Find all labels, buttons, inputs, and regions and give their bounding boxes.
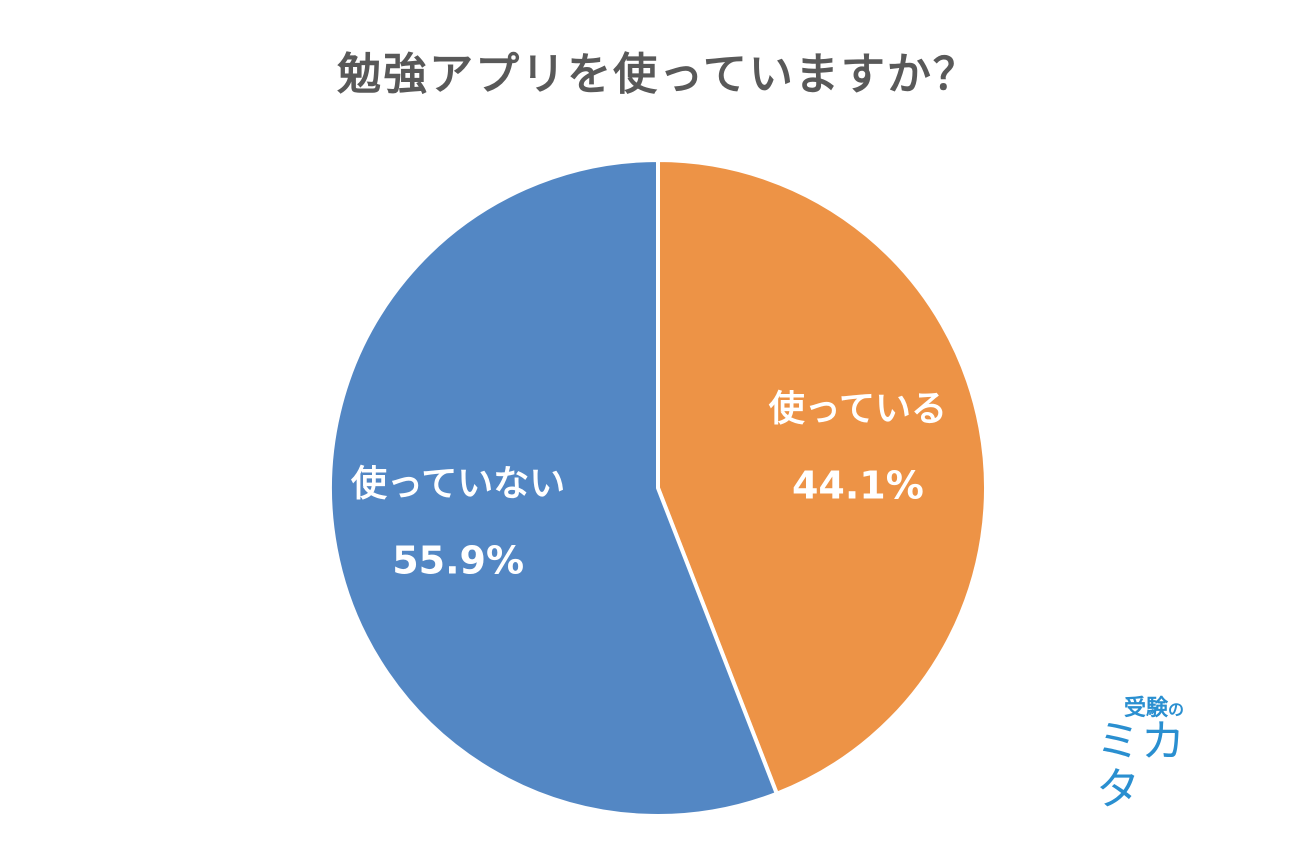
pie-slices <box>328 158 988 818</box>
logo-subtitle: 受験の <box>1124 690 1184 722</box>
logo-sub-text: 受験 <box>1124 696 1169 721</box>
logo-particle: の <box>1168 700 1185 719</box>
slice-value-1: 55.9% <box>392 538 524 582</box>
slice-label-0: 使っている <box>769 389 947 430</box>
slice-label-1: 使っていない <box>351 463 565 504</box>
chart-title: 勉強アプリを使っていますか？ <box>337 49 979 100</box>
brand-logo: 受験の ミカタ <box>1096 690 1226 814</box>
pie-slice-0 <box>656 158 988 796</box>
pie-slice-1 <box>328 158 779 818</box>
logo-main-text: ミカタ <box>1096 716 1186 815</box>
slice-value-0: 44.1% <box>792 464 924 508</box>
pie-labels: 使っている 44.1% 使っていない 55.9% <box>351 389 947 583</box>
